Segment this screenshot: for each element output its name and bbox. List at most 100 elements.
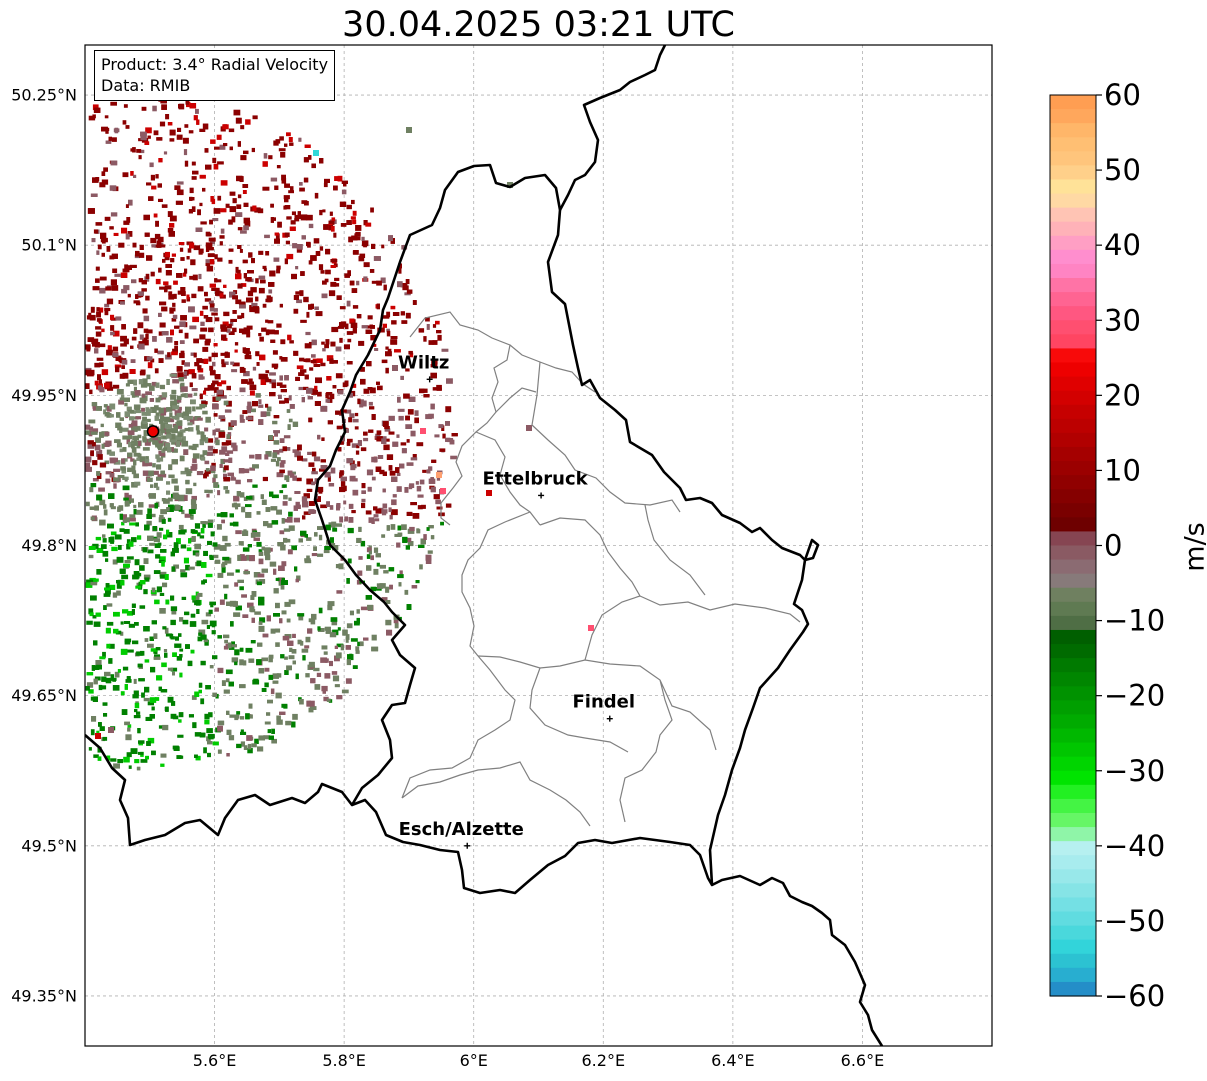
radar-echo-pixel [356, 537, 362, 543]
radar-echo-pixel [308, 700, 315, 707]
radar-echo-pixel [163, 151, 168, 155]
radar-echo-pixel [207, 540, 212, 545]
radar-echo-pixel [242, 259, 248, 264]
radar-echo-pixel [209, 620, 217, 627]
radar-echo-pixel [173, 425, 178, 430]
radar-echo-pixel [174, 185, 181, 190]
radar-echo-pixel [160, 509, 167, 515]
radar-echo-pixel [174, 643, 182, 648]
radar-echo-pixel [354, 233, 358, 237]
radar-echo-pixel [159, 592, 165, 596]
radar-echo-pixel [179, 340, 185, 344]
radar-echo-pixel [257, 581, 262, 586]
radar-echo-pixel [325, 339, 330, 345]
radar-echo-pixel [346, 659, 351, 666]
radar-echo-pixel [150, 174, 155, 181]
radar-echo-pixel [306, 478, 313, 485]
radar-echo-pixel [237, 554, 242, 561]
colorbar-segment [1050, 770, 1096, 786]
radar-echo-pixel [160, 763, 165, 767]
radar-echo-pixel [356, 445, 360, 449]
radar-echo-pixel [308, 260, 313, 265]
radar-echo-pixel [260, 379, 267, 385]
radar-echo-pixel [133, 379, 137, 386]
radar-echo-pixel [249, 454, 255, 459]
radar-echo-pixel [152, 436, 158, 441]
radar-echo-pixel [171, 440, 176, 445]
radar-echo-pixel [331, 217, 336, 222]
radar-echo-pixel [287, 640, 294, 646]
radar-echo-pixel [171, 459, 178, 465]
radar-echo-pixel [126, 676, 131, 681]
radar-echo-pixel [588, 625, 594, 631]
radar-echo-pixel [292, 475, 297, 481]
radar-echo-pixel [221, 380, 227, 385]
radar-echo-pixel [263, 153, 268, 159]
radar-echo-pixel [301, 648, 309, 653]
radar-echo-pixel [85, 383, 90, 389]
radar-echo-pixel [193, 115, 198, 121]
colorbar-segment [1050, 841, 1096, 856]
radar-echo-pixel [208, 712, 213, 718]
radar-echo-pixel [254, 611, 261, 615]
radar-echo-pixel [152, 105, 157, 112]
radar-echo-pixel [88, 608, 94, 615]
radar-echo-pixel [335, 346, 342, 352]
radar-echo-pixel [332, 360, 338, 364]
radar-echo-pixel [307, 242, 311, 248]
radar-echo-pixel [310, 619, 316, 625]
radar-echo-pixel [226, 557, 232, 564]
radar-echo-pixel [237, 315, 242, 319]
radar-echo-pixel [245, 512, 252, 518]
radar-echo-pixel [202, 522, 206, 528]
radar-echo-pixel [430, 364, 438, 368]
radar-echo-pixel [185, 488, 193, 495]
radar-echo-pixel [168, 474, 175, 478]
radar-echo-pixel [377, 385, 383, 391]
radar-echo-pixel [414, 410, 419, 416]
colorbar-segment [1050, 855, 1096, 870]
radar-echo-pixel [380, 509, 388, 514]
radar-echo-pixel [248, 703, 253, 709]
radar-echo-pixel [279, 490, 284, 494]
radar-echo-pixel [407, 541, 414, 547]
radar-echo-pixel [199, 403, 206, 409]
radar-echo-pixel [368, 401, 373, 406]
radar-echo-pixel [176, 395, 182, 400]
radar-echo-pixel [92, 478, 99, 482]
radar-echo-pixel [329, 537, 334, 543]
radar-echo-pixel [124, 411, 130, 417]
colorbar-segment [1050, 756, 1096, 772]
radar-echo-pixel [90, 595, 97, 601]
radar-echo-pixel [194, 523, 200, 529]
radar-site-marker[interactable] [146, 425, 160, 438]
radar-echo-pixel [363, 262, 370, 268]
colorbar-segment [1050, 235, 1096, 251]
radar-echo-pixel [317, 391, 322, 397]
radar-echo-pixel [278, 394, 282, 399]
radar-echo-pixel [344, 516, 348, 522]
radar-echo-pixel [269, 379, 276, 384]
radar-echo-pixel [124, 502, 129, 507]
radar-echo-pixel [180, 257, 185, 261]
radar-echo-pixel [124, 638, 132, 643]
radar-echo-pixel [348, 517, 354, 523]
radar-echo-pixel [349, 413, 355, 419]
radar-echo-pixel [215, 439, 220, 446]
radar-echo-pixel [154, 441, 159, 446]
radar-echo-pixel [347, 270, 351, 277]
radar-echo-pixel [287, 517, 293, 523]
radar-echo-pixel [233, 612, 241, 617]
radar-echo-pixel [273, 415, 280, 419]
radar-echo-pixel [445, 421, 450, 426]
radar-echo-pixel [121, 365, 125, 369]
radar-echo-pixel [154, 482, 158, 488]
radar-echo-pixel [405, 368, 410, 372]
radar-echo-pixel [305, 636, 311, 643]
radar-echo-pixel [176, 412, 183, 418]
radar-echo-pixel [145, 411, 151, 416]
radar-echo-pixel [186, 256, 190, 260]
radar-echo-pixel [228, 259, 233, 264]
